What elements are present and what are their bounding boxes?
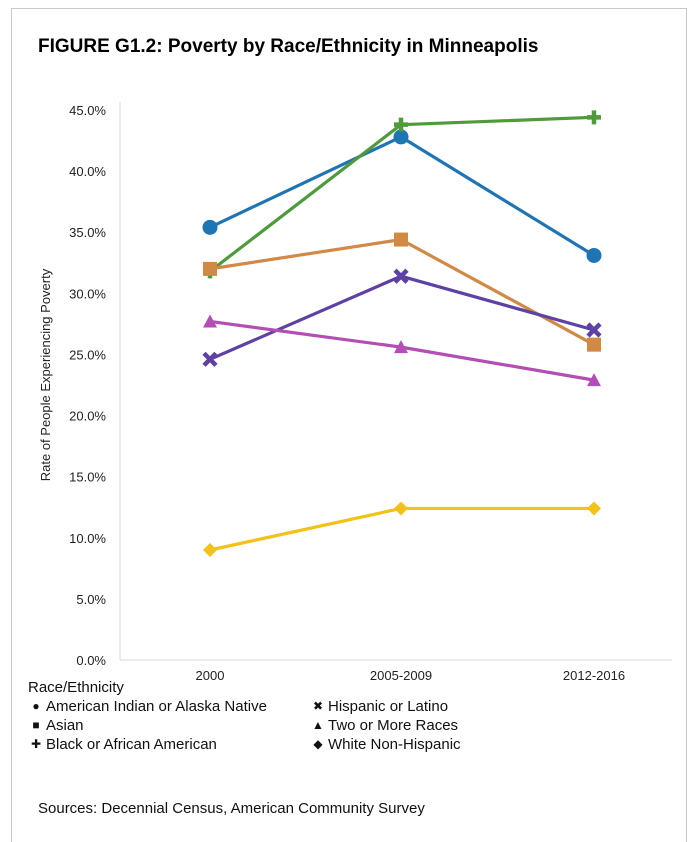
y-tick-label: 0.0% [76, 653, 106, 668]
y-tick-label: 25.0% [69, 347, 106, 362]
legend-item-white: ◆ White Non-Hispanic [310, 735, 461, 754]
legend-label: American Indian or Alaska Native [46, 698, 267, 715]
series-point-circle [586, 247, 602, 263]
y-tick-label: 10.0% [69, 531, 106, 546]
series-point-diamond [203, 543, 217, 557]
series-line-5 [209, 506, 594, 552]
series-point-x [586, 322, 602, 338]
y-tick-label: 45.0% [69, 103, 106, 118]
legend-label: Asian [46, 717, 84, 734]
y-tick-label: 30.0% [69, 286, 106, 301]
legend-label: Black or African American [46, 736, 217, 753]
circle-marker-icon: ● [32, 699, 40, 713]
y-tick-label: 5.0% [76, 592, 106, 607]
plus-marker-icon: ✚ [30, 737, 42, 751]
series-point-diamond [587, 501, 601, 516]
source-note: Sources: Decennial Census, American Comm… [38, 800, 425, 817]
legend-label: White Non-Hispanic [328, 736, 461, 753]
series-point-square [587, 337, 601, 352]
legend-item-hispanic: ✖ Hispanic or Latino [310, 697, 448, 716]
series-point-triangle [203, 314, 217, 328]
series-point-diamond [394, 501, 408, 516]
legend-label: Two or More Races [328, 717, 459, 734]
series-point-circle [202, 219, 218, 235]
figure-frame [11, 8, 687, 842]
series-point-plus [394, 117, 408, 132]
legend-item-two-or-more: ▲ Two or More Races [310, 716, 458, 735]
series-point-x [393, 268, 409, 284]
legend-item-asian: ■ Asian [28, 716, 310, 735]
x-marker-icon: ✖ [312, 699, 324, 713]
y-tick-label: 15.0% [69, 470, 106, 485]
series-point-triangle [394, 340, 408, 354]
x-tick-label: 2012-2016 [563, 668, 625, 680]
series-point-circle [393, 129, 409, 145]
line-chart: 0.0% 5.0% 10.0% 15.0% 20.0% 25.0% 30.0% 35.0% 40… [38, 102, 672, 680]
series-point-plus [587, 110, 601, 125]
series-point-square [394, 232, 408, 247]
series-point-square [203, 261, 217, 276]
chart-title: FIGURE G1.2: Poverty by Race/Ethnicity i… [38, 36, 539, 57]
y-tick-label: 40.0% [69, 164, 106, 179]
x-tick-label: 2000 [196, 668, 225, 680]
legend-item-black: ✚ Black or African American [28, 735, 310, 754]
square-marker-icon: ■ [32, 718, 40, 732]
legend-label: Hispanic or Latino [328, 698, 449, 715]
legend-title: Race/Ethnicity [28, 679, 124, 696]
legend-item-american-indian: ● American Indian or Alaska Native [28, 697, 310, 716]
legend: Race/Ethnicity ● American Indian or Alas… [28, 678, 461, 754]
y-axis-title: Rate of People Experiencing Poverty [38, 268, 53, 481]
series-point-triangle [587, 373, 601, 387]
triangle-marker-icon: ▲ [312, 718, 324, 732]
y-tick-label: 20.0% [69, 409, 106, 424]
diamond-marker-icon: ◆ [313, 737, 323, 751]
series-point-x [202, 351, 218, 367]
x-tick-label: 2005-2009 [370, 668, 432, 680]
y-tick-label: 35.0% [69, 225, 106, 240]
